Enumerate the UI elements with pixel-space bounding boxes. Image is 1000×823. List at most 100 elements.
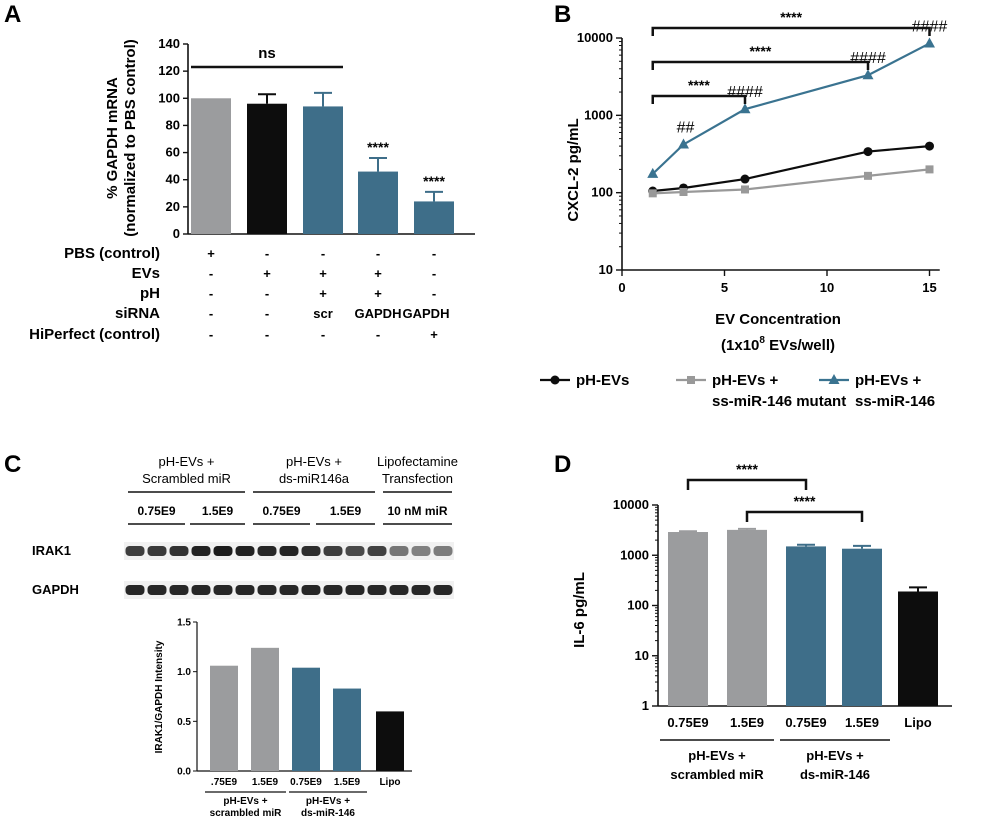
panel-c-blot-band — [411, 546, 431, 556]
panel-a-y-tick-label: 100 — [158, 90, 180, 105]
panel-d-group-label: pH-EVs + — [806, 748, 864, 763]
panel-c-blot-band — [147, 546, 167, 556]
panel-b-point — [863, 147, 873, 157]
panel-d-y-tick-label: 100 — [627, 598, 649, 613]
panel-b-series-line — [652, 168, 930, 195]
panel-a-condition-cell: - — [432, 286, 436, 301]
panel-a-condition-cell: + — [263, 266, 271, 281]
panel-c-group-label: pH-EVs + — [306, 796, 350, 807]
panel-a-condition-cell: - — [265, 327, 269, 342]
panel-b-bracket — [651, 60, 870, 70]
panel-a-condition-cell: GAPDH — [355, 306, 402, 321]
panel-a-condition-cell: + — [374, 266, 382, 281]
panel-a-bar — [414, 201, 454, 234]
panel-a-ns-label: ns — [258, 45, 276, 62]
panel-c-blot-dose-label: 10 nM miR — [387, 504, 447, 518]
panel-a-significance-label: **** — [367, 139, 389, 155]
panel-b-point — [678, 138, 689, 149]
panel-a-condition-label: siRNA — [115, 305, 160, 322]
panel-a-bar — [247, 103, 287, 234]
panel-d-bar — [898, 591, 938, 706]
panel-d-bar — [842, 548, 882, 706]
panel-d-bracket-label: **** — [736, 461, 758, 477]
panel-d-x-tick-label: 1.5E9 — [730, 715, 764, 730]
panel-c-blot-dose-label: 0.75E9 — [262, 504, 300, 518]
panel-c-blot-group-label: Transfection — [382, 471, 453, 486]
panel-b-x-tick-label: 10 — [820, 280, 834, 295]
panel-b-point — [924, 37, 935, 48]
panel-a-condition-cell: + — [430, 327, 438, 342]
panel-c-blot-band — [323, 585, 343, 595]
panel-b-legend-label: pH-EVs + — [855, 372, 922, 389]
panel-c-x-tick-label: 0.75E9 — [290, 777, 322, 788]
panel-a-condition-cell: - — [321, 327, 325, 342]
panel-d-group-label: ds-miR-146 — [800, 767, 870, 782]
panel-c-blot-band — [125, 585, 145, 595]
panel-d-y-tick-label: 1000 — [620, 547, 649, 562]
panel-b-y-tick-label: 1000 — [584, 107, 613, 122]
panel-d-x-tick-label: 0.75E9 — [785, 715, 826, 730]
panel-a-condition-label: PBS (control) — [64, 245, 160, 262]
panel-b-bracket-label: **** — [749, 43, 771, 59]
panel-a-condition-cell: - — [265, 246, 269, 261]
panel-letter-d: D — [554, 451, 571, 478]
panel-c-blot-band — [191, 546, 211, 556]
panel-a-condition-cell: - — [432, 266, 436, 281]
panel-c-bar — [376, 711, 404, 771]
panel-a-condition-cell: - — [209, 266, 213, 281]
panel-a-condition-cell: scr — [313, 306, 333, 321]
panel-b-legend-marker — [828, 374, 840, 384]
panel-a-y-tick-label: 120 — [158, 63, 180, 78]
panel-c-blot-band — [389, 585, 409, 595]
panel-a-condition-cell: - — [265, 286, 269, 301]
panel-b-y-tick-label: 10000 — [577, 30, 613, 45]
panel-c-blot-row-label: GAPDH — [32, 582, 79, 597]
panel-d-x-tick-label: Lipo — [904, 715, 931, 730]
panel-b-legend-label: pH-EVs — [576, 372, 629, 389]
panel-c-blot-band — [433, 585, 453, 595]
panel-c-blot-band — [345, 585, 365, 595]
panel-c-blot-band — [301, 546, 321, 556]
panel-b-x-axis-label: EV Concentration — [715, 311, 841, 328]
panel-c-blot-band — [235, 546, 255, 556]
panel-d-chart: IL-6 pg/mL 1 10 100 1000 10000 0.75E9 1.5E9 0.7… — [571, 461, 952, 782]
panel-c-bar — [251, 647, 279, 771]
panel-a-condition-label: HiPerfect (control) — [29, 326, 160, 343]
panel-d-group-label: pH-EVs + — [688, 748, 746, 763]
panel-c-blot-group-label: Scrambled miR — [142, 471, 231, 486]
panel-d-group-label: scrambled miR — [670, 767, 764, 782]
panel-c-group-label: ds-miR-146 — [301, 808, 355, 819]
panel-letter-b: B — [554, 1, 571, 28]
panel-b-bracket-label: **** — [688, 77, 710, 93]
panel-d-y-tick-label: 1 — [642, 698, 649, 713]
panel-b-chart: CXCL-2 pg/mL EV Concentration (1x108 EVs… — [540, 9, 947, 410]
panel-c-y-axis-label: IRAK1/GAPDH Intensity — [154, 640, 165, 753]
panel-c-group-label: pH-EVs + — [223, 796, 267, 807]
panel-a-chart: % GAPDH mRNA (normalized to PBS control) … — [29, 36, 475, 343]
panel-b-point — [679, 188, 688, 197]
panel-c-y-tick-label: 1.0 — [177, 667, 191, 678]
panel-a-y-tick-label: 0 — [173, 226, 180, 241]
panel-c-blot-band — [147, 585, 167, 595]
panel-a-condition-cell: - — [376, 327, 380, 342]
panel-d-x-tick-label: 0.75E9 — [667, 715, 708, 730]
panel-b-point — [862, 69, 874, 80]
panel-a-condition-cell: + — [319, 286, 327, 301]
panel-c-blot-band — [257, 546, 277, 556]
panel-b-y-tick-label: 10 — [599, 262, 613, 277]
panel-c-blot-group-label: Lipofectamine — [377, 454, 458, 469]
panel-c-blot-band — [191, 585, 211, 595]
panel-d-y-axis-label: IL-6 pg/mL — [571, 572, 588, 648]
panel-c-blot-band — [367, 546, 387, 556]
panel-b-point — [740, 174, 750, 184]
panel-b-legend-marker — [687, 376, 695, 384]
panel-b-x-tick-label: 0 — [618, 280, 625, 295]
panel-c-x-tick-label: Lipo — [379, 777, 400, 788]
panel-a-condition-cell: - — [209, 327, 213, 342]
panel-a-y-tick-label: 60 — [166, 145, 180, 160]
panel-b-point — [647, 167, 659, 178]
panel-a-condition-label: pH — [140, 285, 160, 302]
panel-b-point — [925, 141, 934, 151]
panel-c-blot-dose-label: 1.5E9 — [202, 504, 234, 518]
